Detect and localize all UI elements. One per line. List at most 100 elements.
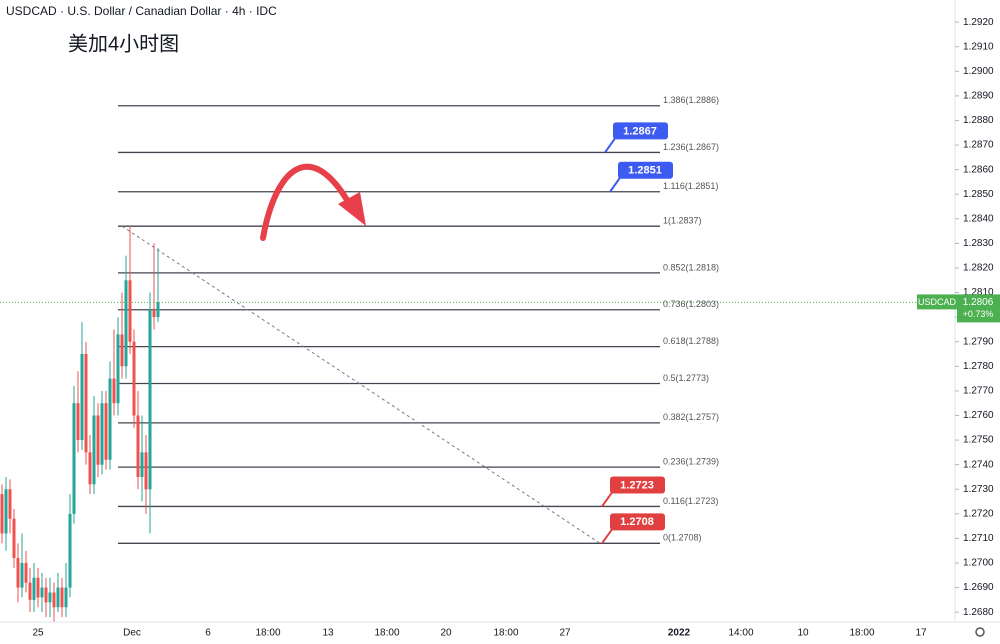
y-tick-label: 1.2900: [963, 66, 994, 77]
x-tick-label: 18:00: [255, 628, 280, 639]
plot-area: [0, 105, 955, 622]
marker-value: 1.2723: [620, 479, 654, 491]
symbol-label: USDCAD: [918, 297, 957, 307]
x-tick-label: 2022: [668, 628, 691, 639]
y-tick-label: 1.2710: [963, 533, 994, 544]
candle-body: [96, 415, 100, 465]
candle-body: [88, 452, 92, 485]
candle-body: [84, 354, 88, 453]
settings-icon[interactable]: [975, 627, 985, 637]
fib-label: 0(1.2708): [663, 533, 702, 543]
x-tick-label: 20: [440, 628, 452, 639]
x-tick-label: 10: [797, 628, 809, 639]
x-tick-label: 17: [915, 628, 927, 639]
candle-body: [32, 577, 36, 600]
x-tick-label: 6: [205, 628, 211, 639]
y-tick-label: 1.2790: [963, 336, 994, 347]
symbol-tag: [917, 294, 957, 310]
candle-body: [148, 309, 152, 490]
y-tick-label: 1.2840: [963, 213, 994, 224]
marker-value: 1.2867: [623, 125, 657, 137]
fib-label: 1.236(1.2867): [663, 142, 719, 152]
candle-body: [60, 587, 64, 608]
y-tick-label: 1.2680: [963, 607, 994, 618]
y-tick-label: 1.2910: [963, 41, 994, 52]
candle-body: [116, 334, 120, 404]
candle-body: [136, 415, 140, 477]
marker-pointer: [604, 137, 616, 154]
candle-body: [100, 403, 104, 465]
fib-label: 0.852(1.2818): [663, 262, 719, 272]
y-tick-label: 1.2880: [963, 115, 994, 126]
y-tick-label: 1.2750: [963, 435, 994, 446]
candle-body: [24, 562, 28, 583]
candle-body: [40, 587, 44, 598]
y-tick-label: 1.2890: [963, 91, 994, 102]
candle-body: [152, 309, 156, 318]
candle-body: [144, 452, 148, 490]
candle-body: [56, 587, 60, 608]
candle-body: [4, 489, 8, 534]
y-tick-label: 1.2770: [963, 386, 994, 397]
marker-value: 1.2708: [620, 516, 654, 528]
arrow-head: [338, 192, 366, 226]
y-tick-label: 1.2730: [963, 484, 994, 495]
candle-body: [156, 302, 160, 318]
candle-body: [120, 334, 124, 367]
fib-label: 1.386(1.2886): [663, 95, 719, 105]
marker-badge: [610, 513, 665, 531]
candle-body: [68, 513, 72, 588]
candle-body: [104, 403, 108, 460]
fib-label: 1(1.2837): [663, 216, 702, 226]
fib-label: 1.116(1.2851): [663, 181, 718, 191]
candle-body: [76, 403, 80, 441]
candle-body: [92, 415, 96, 485]
x-tick-label: 18:00: [849, 628, 874, 639]
x-tick-label: 13: [322, 628, 334, 639]
candle-body: [80, 354, 84, 441]
y-tick-label: 1.2810: [963, 287, 994, 298]
marker-badge: [613, 122, 668, 140]
candle-body: [112, 378, 116, 404]
marker-pointer: [601, 528, 613, 544]
y-tick-label: 1.2860: [963, 164, 994, 175]
y-tick-label: 1.2780: [963, 361, 994, 372]
marker-badge: [618, 161, 673, 179]
candle-body: [64, 587, 68, 608]
fib-label: 0.5(1.2773): [663, 373, 709, 383]
candle-body: [36, 577, 40, 598]
x-tick-label: 14:00: [728, 628, 753, 639]
x-tick-label: 18:00: [374, 628, 399, 639]
candle-body: [0, 494, 4, 534]
y-tick-label: 1.2720: [963, 508, 994, 519]
candle-body: [28, 582, 32, 600]
arrow: [260, 163, 353, 241]
x-tick-label: Dec: [123, 628, 141, 639]
candle-body: [124, 280, 128, 367]
candle-body: [8, 489, 12, 519]
price-change: +0.73%: [963, 309, 994, 319]
fib-label: 0.618(1.2788): [663, 336, 719, 346]
x-tick-label: 27: [559, 628, 571, 639]
marker-badge: [610, 476, 665, 494]
y-tick-label: 1.2870: [963, 140, 994, 151]
y-tick-label: 1.2820: [963, 263, 994, 274]
fib-label: 0.382(1.2757): [663, 412, 719, 422]
candle-body: [108, 378, 112, 460]
candle-body: [128, 280, 132, 342]
candle-body: [44, 587, 48, 603]
annotation: 美加4小时图: [68, 32, 179, 55]
chart-title: USDCAD · U.S. Dollar / Canadian Dollar ·…: [6, 4, 277, 18]
marker-value: 1.2851: [628, 165, 662, 177]
candle-body: [12, 518, 16, 559]
marker-pointer: [609, 177, 621, 193]
marker-pointer: [601, 491, 613, 508]
y-tick-label: 1.2690: [963, 582, 994, 593]
y-tick-label: 1.2850: [963, 189, 994, 200]
fib-label: 0.736(1.2803): [663, 299, 719, 309]
candle-body: [20, 562, 24, 588]
fib-label: 0.236(1.2739): [663, 456, 719, 466]
fib-label: 0.116(1.2723): [663, 496, 718, 506]
